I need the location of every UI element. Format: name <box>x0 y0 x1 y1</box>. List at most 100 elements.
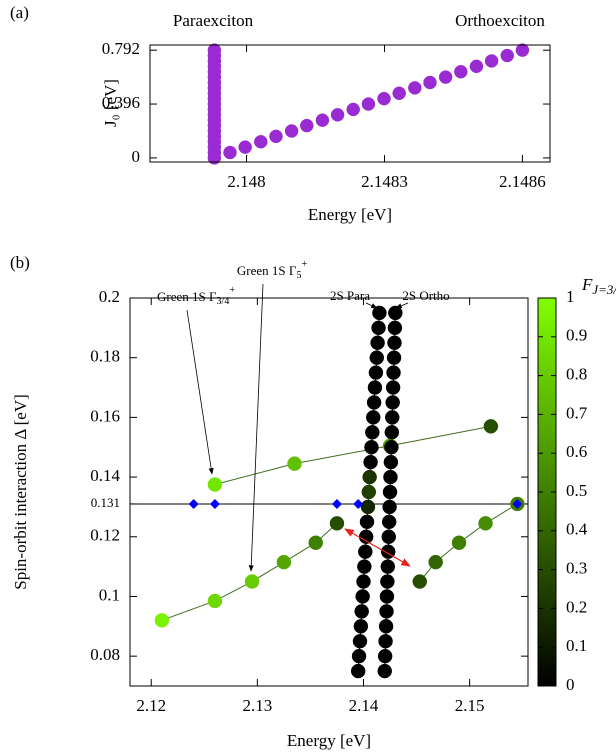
point <box>308 535 323 550</box>
point <box>428 554 443 570</box>
annotation-sub: 3/4 <box>217 296 230 307</box>
plot-frame <box>149 44 551 163</box>
annotation-arrow <box>186 309 214 475</box>
point <box>360 499 376 515</box>
point <box>366 410 381 425</box>
point <box>207 593 223 609</box>
x-axis-label: Energy [eV] <box>287 731 371 750</box>
plot-area <box>130 297 528 686</box>
point <box>387 335 402 351</box>
point <box>382 499 397 515</box>
point <box>454 64 468 79</box>
point <box>207 43 222 57</box>
annotation-sub: 5 <box>296 270 301 281</box>
point <box>512 498 523 509</box>
x-axis-label: Energy [eV] <box>308 205 392 224</box>
point <box>408 81 422 95</box>
point <box>357 559 372 574</box>
y-tick-label: 0 <box>132 147 141 166</box>
series-label: Orthoexciton <box>455 11 545 30</box>
point <box>287 456 302 471</box>
colorbar-tick-label: 0.3 <box>566 559 587 578</box>
point <box>515 43 530 57</box>
colorbar-tick-label: 1 <box>566 287 575 306</box>
point <box>354 604 369 619</box>
colorbar-tick-label: 0.6 <box>566 442 587 461</box>
point <box>385 410 400 425</box>
x-tick-label: 2.14 <box>349 696 379 715</box>
annotation: Green 1S Γ5+ <box>237 259 308 281</box>
colorbar-tick-label: 0.7 <box>566 403 588 422</box>
point <box>379 604 394 619</box>
point <box>331 498 342 509</box>
point <box>412 574 427 589</box>
annotation-text: Green 1S Γ <box>237 263 297 278</box>
x-tick-label: 2.12 <box>136 696 166 715</box>
point <box>351 648 367 664</box>
point <box>392 86 406 101</box>
annotation-arrow <box>395 302 409 309</box>
point <box>207 477 223 492</box>
y-tick-label: 0.08 <box>90 645 120 664</box>
point <box>369 350 385 365</box>
point <box>356 574 371 589</box>
point <box>300 118 314 133</box>
point <box>384 439 399 455</box>
annotation-text: Green 1S Γ <box>157 289 217 304</box>
plot-frame <box>129 297 529 687</box>
annotation-sup: + <box>301 259 307 270</box>
point <box>478 516 493 531</box>
colorbar-label-main: F <box>581 275 593 294</box>
point <box>423 75 437 90</box>
point <box>355 589 370 604</box>
point <box>350 663 366 679</box>
point <box>451 535 467 550</box>
point <box>362 469 377 485</box>
y-tick-label: 0.2 <box>99 287 120 306</box>
point <box>438 70 453 84</box>
point <box>386 350 402 365</box>
y-tick-label: 0.131 <box>91 495 120 510</box>
point <box>385 380 401 395</box>
point <box>209 498 220 509</box>
y-tick-label: 0.14 <box>90 466 120 485</box>
point <box>361 484 377 500</box>
point <box>385 395 400 410</box>
point <box>383 454 399 470</box>
point <box>381 514 397 530</box>
point <box>358 544 373 559</box>
annotation-arrow <box>248 283 264 572</box>
point <box>188 498 199 509</box>
colorbar-tick-label: 0.2 <box>566 597 587 616</box>
x-tick-label: 2.13 <box>242 696 272 715</box>
point <box>372 305 387 321</box>
annotation-sup: + <box>229 285 235 296</box>
colorbar-tick-label: 0.4 <box>566 520 588 539</box>
plot-area <box>150 43 550 165</box>
point <box>361 97 376 111</box>
point <box>254 135 268 149</box>
x-tick-label: 2.15 <box>455 696 485 715</box>
point <box>378 633 393 649</box>
point <box>244 574 260 589</box>
point <box>330 108 345 122</box>
point <box>380 559 396 574</box>
point <box>381 529 397 545</box>
point <box>382 484 398 500</box>
y-tick-label: 0.12 <box>90 526 120 545</box>
series-label: Paraexciton <box>173 11 254 30</box>
point <box>352 633 368 649</box>
point <box>384 425 400 440</box>
annotation: Green 1S Γ3/4+ <box>157 285 235 307</box>
point <box>363 454 378 470</box>
x-tick-label: 2.148 <box>227 172 265 191</box>
point <box>380 574 395 589</box>
point <box>377 648 393 664</box>
point <box>353 619 369 634</box>
point <box>368 365 384 380</box>
point <box>367 380 383 395</box>
point <box>223 145 237 160</box>
point <box>276 554 292 570</box>
colorbar-label: FJ=3/2 <box>581 275 616 297</box>
